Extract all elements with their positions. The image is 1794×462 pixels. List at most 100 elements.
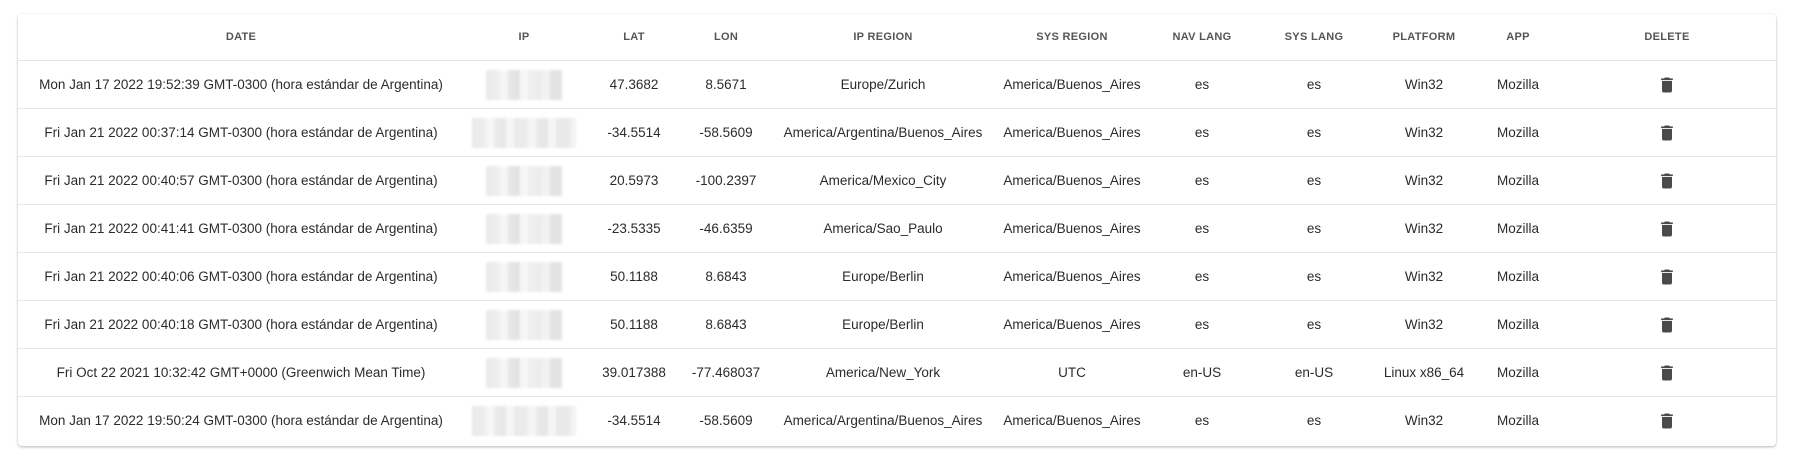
cell-delete — [1558, 204, 1776, 253]
header-nav-lang[interactable]: NAV LANG — [1146, 14, 1258, 61]
delete-button[interactable] — [1653, 311, 1681, 339]
cell-date: Mon Jan 17 2022 19:52:39 GMT-0300 (hora … — [18, 60, 464, 109]
trash-icon — [1661, 125, 1673, 140]
table-row: Fri Oct 22 2021 10:32:42 GMT+0000 (Green… — [18, 348, 1776, 397]
cell-ip-region: America/New_York — [768, 348, 998, 397]
redacted-ip — [486, 357, 562, 388]
trash-icon — [1661, 77, 1673, 92]
header-lon[interactable]: LON — [684, 14, 768, 61]
delete-button[interactable] — [1653, 215, 1681, 243]
redacted-ip — [486, 165, 562, 196]
cell-date: Fri Jan 21 2022 00:41:41 GMT-0300 (hora … — [18, 204, 464, 253]
table-row: Fri Jan 21 2022 00:40:57 GMT-0300 (hora … — [18, 156, 1776, 205]
cell-sys-lang: es — [1258, 204, 1370, 253]
redacted-ip — [472, 405, 576, 436]
table-row: Mon Jan 17 2022 19:50:24 GMT-0300 (hora … — [18, 397, 1776, 445]
header-ip-region[interactable]: IP REGION — [768, 14, 998, 61]
cell-sys-region: America/Buenos_Aires — [998, 156, 1146, 205]
header-app[interactable]: APP — [1478, 14, 1558, 61]
cell-sys-lang: es — [1258, 156, 1370, 205]
trash-icon — [1661, 365, 1673, 380]
delete-button[interactable] — [1653, 407, 1681, 435]
cell-nav-lang: es — [1146, 156, 1258, 205]
header-row: DATE IP LAT LON IP REGION SYS REGION NAV… — [18, 14, 1776, 61]
delete-button[interactable] — [1653, 359, 1681, 387]
header-ip[interactable]: IP — [464, 14, 584, 61]
cell-sys-region: America/Buenos_Aires — [1003, 413, 1141, 428]
trash-icon — [1661, 221, 1673, 236]
cell-ip — [464, 397, 584, 445]
table-body: Mon Jan 17 2022 19:52:39 GMT-0300 (hora … — [18, 60, 1776, 445]
cell-ip-region: Europe/Zurich — [768, 60, 998, 109]
cell-platform: Win32 — [1404, 413, 1444, 428]
cell-sys-region: America/Buenos_Aires — [998, 300, 1146, 349]
cell-ip — [464, 300, 584, 349]
cell-ip-region: America/Argentina/Buenos_Aires — [768, 108, 998, 157]
header-date[interactable]: DATE — [18, 14, 464, 61]
cell-nav-lang: es — [1194, 413, 1210, 428]
cell-sys-region: America/Buenos_Aires — [998, 108, 1146, 157]
header-lat[interactable]: LAT — [584, 14, 684, 61]
cell-app: Mozilla — [1496, 413, 1539, 428]
cell-nav-lang: es — [1146, 60, 1258, 109]
table-row: Fri Jan 21 2022 00:37:14 GMT-0300 (hora … — [18, 108, 1776, 157]
cell-lon: -58.5609 — [699, 413, 753, 428]
delete-button[interactable] — [1653, 71, 1681, 99]
cell-lon: 8.5671 — [684, 60, 768, 109]
cell-delete — [1558, 156, 1776, 205]
cell-sys-region: America/Buenos_Aires — [998, 204, 1146, 253]
cell-ip-region: Europe/Berlin — [768, 300, 998, 349]
cell-nav-lang: es — [1146, 108, 1258, 157]
table-row: Mon Jan 17 2022 19:52:39 GMT-0300 (hora … — [18, 60, 1776, 109]
cell-platform: Win32 — [1370, 204, 1478, 253]
trash-icon — [1661, 173, 1673, 188]
cell-lat: 47.3682 — [584, 60, 684, 109]
cell-sys-lang: es — [1258, 300, 1370, 349]
cell-ip — [464, 348, 584, 397]
cell-nav-lang: es — [1146, 252, 1258, 301]
cell-sys-region: America/Buenos_Aires — [998, 252, 1146, 301]
cell-app: Mozilla — [1478, 156, 1558, 205]
redacted-ip — [486, 69, 562, 100]
cell-lon: 8.6843 — [684, 252, 768, 301]
cell-sys-lang: es — [1258, 252, 1370, 301]
cell-ip — [464, 156, 584, 205]
cell-ip-region: America/Sao_Paulo — [768, 204, 998, 253]
cell-delete — [1558, 300, 1776, 349]
table-row: Fri Jan 21 2022 00:41:41 GMT-0300 (hora … — [18, 204, 1776, 253]
cell-nav-lang: es — [1146, 300, 1258, 349]
cell-nav-lang: es — [1146, 204, 1258, 253]
cell-lat: -34.5514 — [607, 413, 661, 428]
cell-ip-region: America/Argentina/Buenos_Aires — [783, 413, 983, 428]
cell-ip — [464, 252, 584, 301]
cell-ip — [464, 60, 584, 109]
cell-platform: Win32 — [1370, 252, 1478, 301]
cell-date: Fri Jan 21 2022 00:40:57 GMT-0300 (hora … — [18, 156, 464, 205]
cell-date: Fri Jan 21 2022 00:37:14 GMT-0300 (hora … — [18, 108, 464, 157]
cell-app: Mozilla — [1478, 204, 1558, 253]
cell-sys-lang: es — [1306, 413, 1322, 428]
cell-app: Mozilla — [1478, 300, 1558, 349]
redacted-ip — [486, 309, 562, 340]
header-platform[interactable]: PLATFORM — [1370, 14, 1478, 61]
table-header: DATE IP LAT LON IP REGION SYS REGION NAV… — [18, 14, 1776, 61]
cell-sys-lang: en-US — [1258, 348, 1370, 397]
trash-icon — [1661, 269, 1673, 284]
header-sys-region[interactable]: SYS REGION — [998, 14, 1146, 61]
sessions-table-card: DATE IP LAT LON IP REGION SYS REGION NAV… — [18, 14, 1776, 446]
cell-lat: -34.5514 — [584, 108, 684, 157]
cell-sys-region: America/Buenos_Aires — [998, 60, 1146, 109]
delete-button[interactable] — [1653, 119, 1681, 147]
cell-platform: Win32 — [1370, 108, 1478, 157]
cell-date: Fri Oct 22 2021 10:32:42 GMT+0000 (Green… — [18, 348, 464, 397]
delete-button[interactable] — [1653, 263, 1681, 291]
header-sys-lang[interactable]: SYS LANG — [1258, 14, 1370, 61]
cell-lat: 39.017388 — [584, 348, 684, 397]
cell-lon: 8.6843 — [684, 300, 768, 349]
cell-ip — [464, 108, 584, 157]
cell-lat: 20.5973 — [584, 156, 684, 205]
trash-icon — [1661, 317, 1673, 332]
delete-button[interactable] — [1653, 167, 1681, 195]
cell-app: Mozilla — [1478, 60, 1558, 109]
cell-platform: Win32 — [1370, 60, 1478, 109]
